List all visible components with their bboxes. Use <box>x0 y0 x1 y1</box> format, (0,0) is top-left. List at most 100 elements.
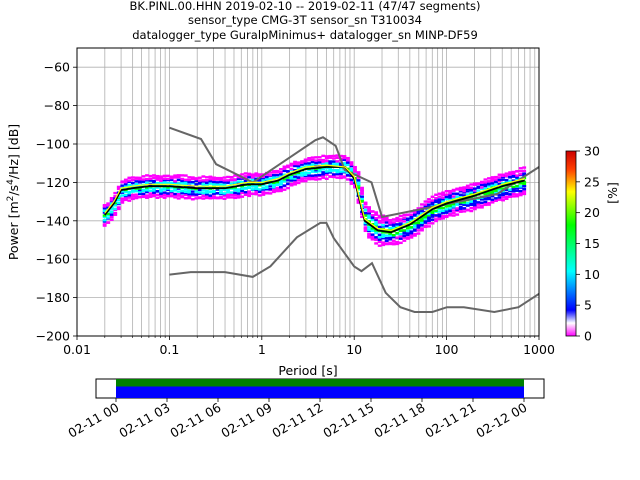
heatmap-cell <box>398 234 403 238</box>
heatmap-cell <box>349 169 354 172</box>
heatmap-cell <box>314 161 319 165</box>
heatmap-cell <box>250 192 255 196</box>
heatmap-cell <box>511 185 516 189</box>
heatmap-cell <box>197 188 202 192</box>
heatmap-cell <box>483 181 488 184</box>
heatmap-cell <box>511 170 516 174</box>
heatmap-cell <box>138 178 142 181</box>
heatmap-cell <box>472 207 477 211</box>
colorbar-tick-label: 25 <box>584 174 600 189</box>
heatmap-cell <box>451 205 456 208</box>
heatmap-cell <box>398 237 403 240</box>
heatmap-cell <box>183 178 188 182</box>
heatmap-cell <box>356 186 361 190</box>
heatmap-cell <box>479 206 484 209</box>
heatmap-cell <box>462 207 467 210</box>
heatmap-cell <box>243 193 248 197</box>
heatmap-cell <box>279 170 283 174</box>
heatmap-cell <box>427 225 431 228</box>
heatmap-cell <box>300 160 305 163</box>
heatmap-cell <box>381 241 386 244</box>
heatmap-cell <box>127 196 132 199</box>
heatmap-cell <box>395 219 400 223</box>
heatmap-cell <box>402 213 407 217</box>
colorbar-tick-label: 20 <box>584 205 600 220</box>
heatmap-cell <box>145 194 149 197</box>
heatmap-cell <box>173 182 178 186</box>
heatmap-cell <box>138 188 142 192</box>
heatmap-cell <box>271 170 276 173</box>
heatmap-cell <box>444 193 449 196</box>
heatmap-cell <box>504 188 509 192</box>
heatmap-cell <box>518 185 523 188</box>
heatmap-cell <box>331 157 336 160</box>
heatmap-cell <box>197 196 202 199</box>
heatmap-cell <box>472 203 477 207</box>
heatmap-cell <box>247 194 252 198</box>
heatmap-cell <box>363 223 368 226</box>
heatmap-cell <box>462 188 467 191</box>
title-line-3: datalogger_type GuralpMinimus+ datalogge… <box>132 28 478 42</box>
heatmap-cell <box>448 196 453 199</box>
heatmap-cell <box>247 190 252 193</box>
heatmap-cell <box>113 191 118 195</box>
heatmap-cell <box>356 184 361 187</box>
heatmap-cell <box>307 176 312 179</box>
heatmap-cell <box>201 197 206 200</box>
heatmap-cell <box>204 191 209 194</box>
heatmap-cell <box>208 196 213 199</box>
heatmap-cell <box>374 231 379 235</box>
heatmap-cell <box>448 212 453 216</box>
heatmap-cell <box>328 171 333 174</box>
heatmap-cell <box>444 214 449 218</box>
heatmap-cell <box>226 195 230 198</box>
heatmap-cell <box>501 173 505 176</box>
heatmap-cell <box>169 189 174 193</box>
heatmap-cell <box>391 239 396 242</box>
heatmap-cell <box>187 195 192 198</box>
heatmap-cell <box>187 192 192 196</box>
heatmap-cell <box>476 202 481 206</box>
heatmap-cell <box>289 167 294 171</box>
timeline-tick-label: 02-11 21 <box>422 400 478 441</box>
heatmap-cell <box>208 185 213 189</box>
heatmap-cell <box>522 166 527 169</box>
heatmap-cell <box>462 186 467 189</box>
heatmap-cell <box>233 178 238 181</box>
heatmap-cell <box>363 201 368 204</box>
heatmap-cell <box>187 176 192 179</box>
heatmap-cell <box>441 198 446 201</box>
heatmap-cell <box>187 178 192 182</box>
heatmap-cell <box>427 198 431 201</box>
heatmap-cell <box>434 219 438 223</box>
heatmap-cell <box>490 191 495 194</box>
heatmap-cell <box>349 178 354 182</box>
heatmap-cell <box>127 190 132 194</box>
heatmap-cell <box>317 161 322 164</box>
x-tick-label: 1 <box>258 342 266 357</box>
heatmap-cell <box>296 176 301 179</box>
heatmap-cell <box>437 216 442 220</box>
heatmap-cell <box>166 186 171 189</box>
heatmap-cell <box>215 178 220 181</box>
heatmap-cell <box>448 189 453 193</box>
heatmap-cell <box>437 215 442 218</box>
heatmap-cell <box>204 181 209 184</box>
heatmap-cell <box>423 215 428 219</box>
heatmap-cell <box>324 157 329 160</box>
heatmap-cell <box>169 178 174 181</box>
heatmap-cell <box>511 187 516 190</box>
colorbar-label: [%] <box>605 182 620 204</box>
colorbar-tick-label: 5 <box>584 298 592 313</box>
heatmap-cell <box>271 171 276 174</box>
heatmap-cell <box>472 191 477 195</box>
heatmap-cell <box>381 217 386 220</box>
heatmap-cell <box>155 181 160 185</box>
heatmap-cell <box>413 234 417 237</box>
heatmap-cell <box>508 193 513 196</box>
heatmap-cell <box>116 207 121 211</box>
y-tick-label: −180 <box>36 290 70 305</box>
heatmap-cell <box>356 183 361 186</box>
heatmap-cell <box>479 183 484 187</box>
heatmap-cell <box>233 188 238 192</box>
